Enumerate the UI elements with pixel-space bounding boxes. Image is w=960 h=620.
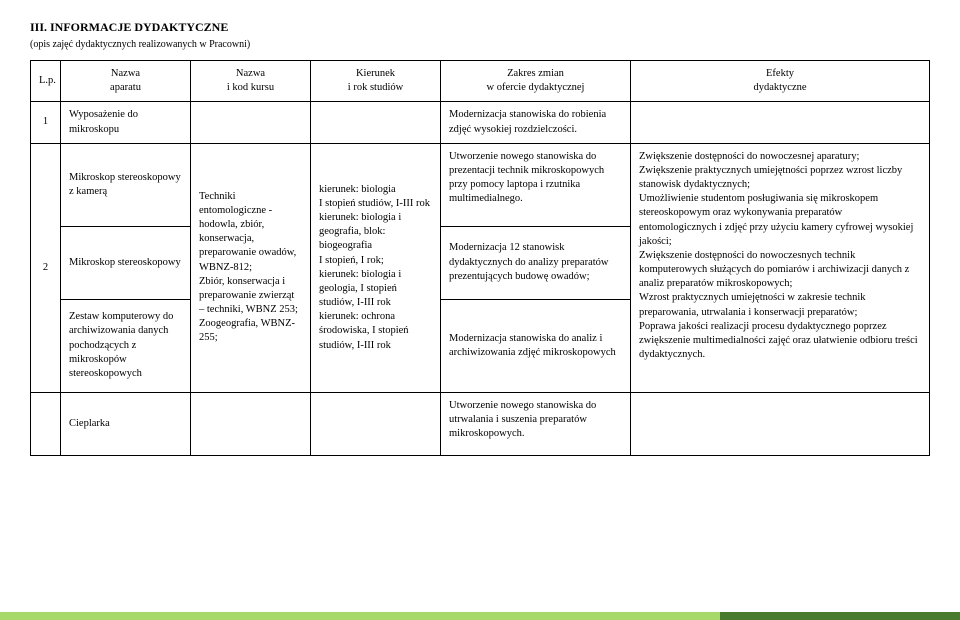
cell-nazwa: Mikroskop stereoskopowy [61,226,191,299]
cell-efekty [631,102,930,143]
cell-efekty [631,392,930,455]
table-row: Cieplarka Utworzenie nowego stanowiska d… [31,392,930,455]
cell-kurs [191,392,311,455]
hdr-kierunek: Kieruneki rok studiów [311,61,441,102]
cell-lp: 1 [31,102,61,143]
cell-lp: 2 [31,143,61,392]
cell-kurs: Techniki entomologiczne - hodowla, zbiór… [191,143,311,392]
table-row: 1 Wyposażenie do mikroskopu Modernizacja… [31,102,930,143]
cell-lp [31,392,61,455]
cell-zakres: Utworzenie nowego stanowiska do prezenta… [441,143,631,226]
hdr-nazwa: Nazwaaparatu [61,61,191,102]
table-row: 2 Mikroskop stereoskopowy z kamerą Techn… [31,143,930,226]
main-table: L.p. Nazwaaparatu Nazwai kod kursu Kieru… [30,60,930,456]
cell-kierunek [311,102,441,143]
cell-efekty: Zwiększenie dostępności do nowoczesnej a… [631,143,930,392]
cell-zakres: Modernizacja stanowiska do robienia zdję… [441,102,631,143]
cell-zakres: Modernizacja 12 stanowisk dydaktycznych … [441,226,631,299]
cell-nazwa: Zestaw komputerowy do archiwizowania dan… [61,299,191,392]
footer-dark [720,612,960,620]
footer-bar [0,612,960,620]
cell-zakres: Utworzenie nowego stanowiska do utrwalan… [441,392,631,455]
cell-kierunek: kierunek: biologiaI stopień studiów, I-I… [311,143,441,392]
cell-nazwa: Wyposażenie do mikroskopu [61,102,191,143]
hdr-efekty: Efektydydaktyczne [631,61,930,102]
hdr-zakres: Zakres zmianw ofercie dydaktycznej [441,61,631,102]
cell-nazwa: Cieplarka [61,392,191,455]
cell-nazwa: Mikroskop stereoskopowy z kamerą [61,143,191,226]
hdr-lp: L.p. [31,61,61,102]
section-title: III. INFORMACJE DYDAKTYCZNE [30,20,930,35]
hdr-kurs: Nazwai kod kursu [191,61,311,102]
header-row: L.p. Nazwaaparatu Nazwai kod kursu Kieru… [31,61,930,102]
cell-zakres: Modernizacja stanowiska do analiz i arch… [441,299,631,392]
cell-kurs [191,102,311,143]
section-subtitle: (opis zajęć dydaktycznych realizowanych … [30,39,930,50]
footer-light [0,612,720,620]
cell-kierunek [311,392,441,455]
